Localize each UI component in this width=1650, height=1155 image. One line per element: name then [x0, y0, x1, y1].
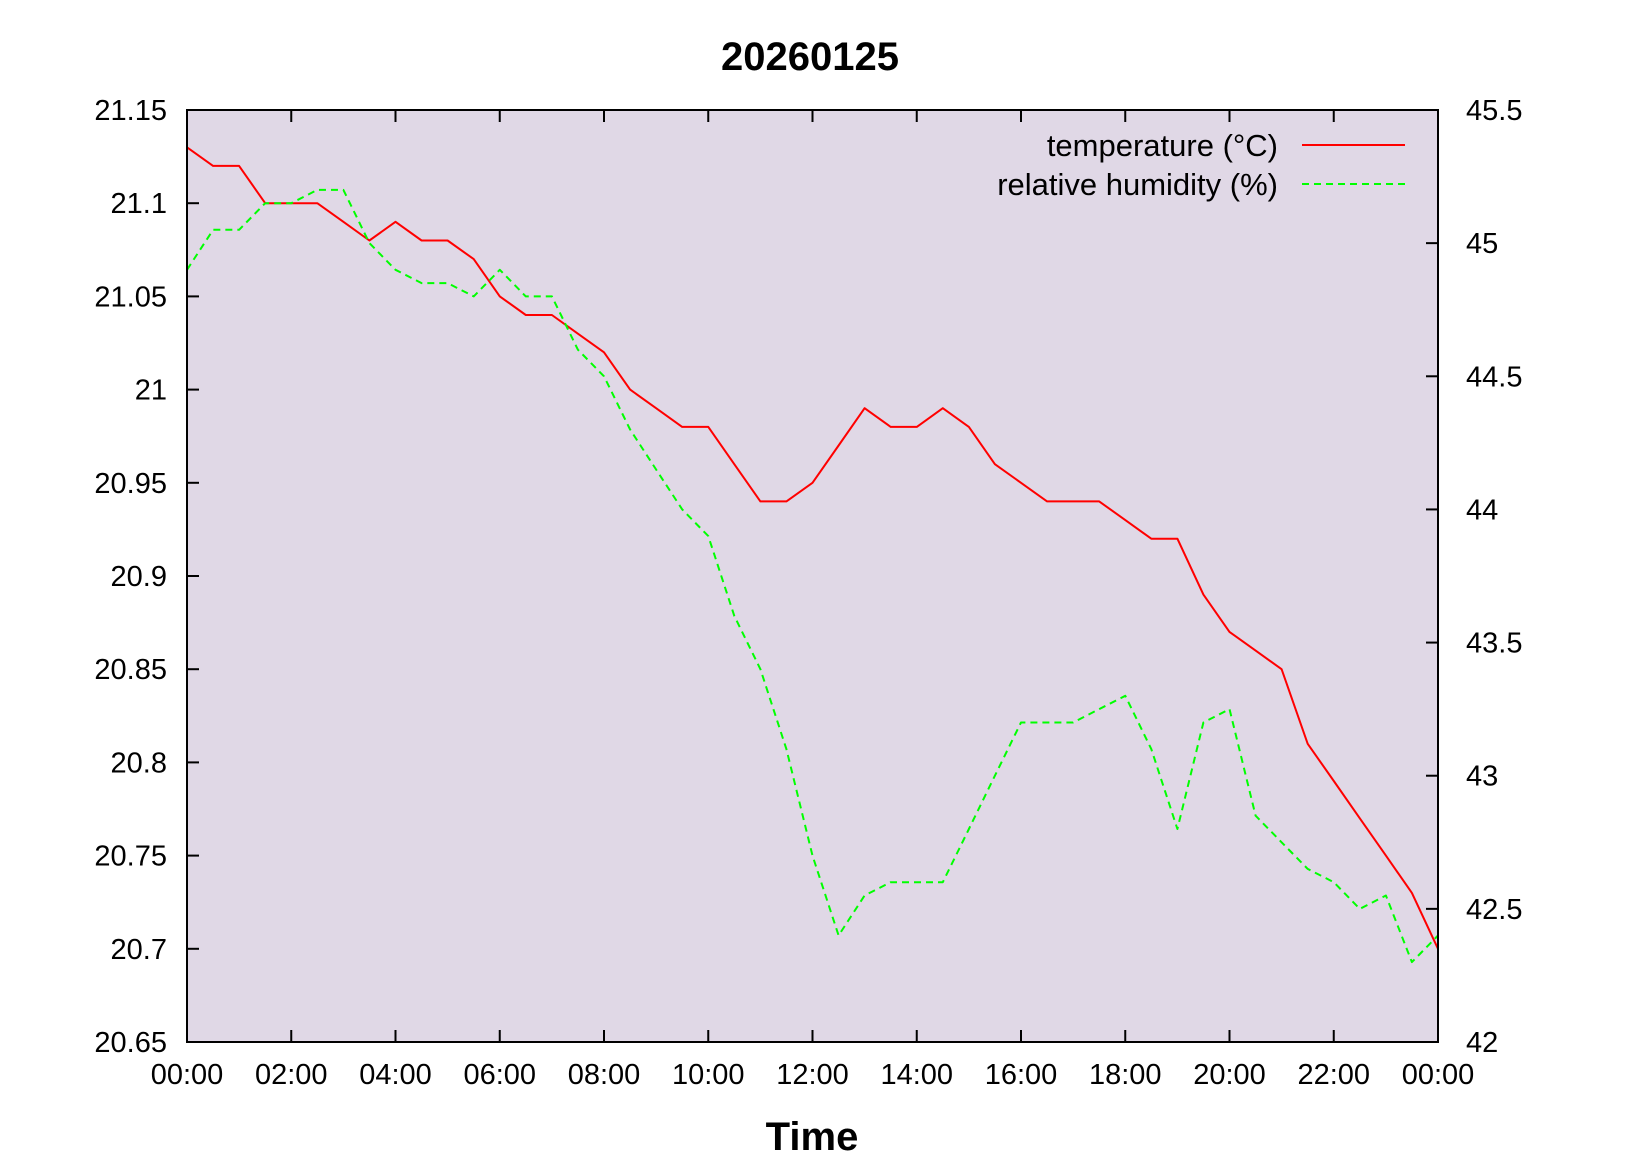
x-tick-label: 04:00: [359, 1059, 432, 1091]
y2-tick-label: 44.5: [1466, 361, 1522, 393]
x-tick-label: 00:00: [151, 1059, 224, 1091]
x-axis-label: Time: [766, 1115, 859, 1155]
y2-tick-label: 45.5: [1466, 95, 1522, 127]
plot-border: [186, 109, 1439, 1043]
y2-tick-label: 44: [1466, 494, 1498, 526]
x-tick-label: 02:00: [255, 1059, 328, 1091]
y-tick-label: 20.95: [94, 468, 167, 500]
series-line-humidity: [186, 188, 1439, 964]
y2-tick-label: 42.5: [1466, 894, 1522, 926]
y-tick-label: 21: [135, 375, 167, 407]
x-tick-label: 08:00: [568, 1059, 641, 1091]
x-tick-label: 16:00: [985, 1059, 1058, 1091]
x-tick-label: 22:00: [1297, 1059, 1370, 1091]
plot-area: [187, 110, 1438, 1042]
y-tick-label: 20.75: [94, 841, 167, 873]
series-line-temperature: [186, 146, 1439, 950]
y2-tick-label: 45: [1466, 228, 1498, 260]
x-tick-label: 18:00: [1089, 1059, 1162, 1091]
y2-tick-label: 43.5: [1466, 628, 1522, 660]
x-tick-label: 06:00: [463, 1059, 536, 1091]
chart-title: 20260125: [721, 35, 899, 79]
x-tick-label: 00:00: [1402, 1059, 1475, 1091]
y2-tick-label: 42: [1466, 1027, 1498, 1059]
x-tick-label: 12:00: [776, 1059, 849, 1091]
y-tick-label: 20.7: [111, 934, 167, 966]
legend: temperature (°C) relative humidity (%): [997, 128, 1405, 202]
y-tick-label: 20.85: [94, 654, 167, 686]
x-tick-label: 10:00: [672, 1059, 745, 1091]
y-tick-label: 20.8: [111, 747, 167, 779]
y-tick-label: 20.65: [94, 1027, 167, 1059]
y2-tick-label: 43: [1466, 761, 1498, 793]
x-tick-label: 14:00: [880, 1059, 953, 1091]
y-tick-label: 21.05: [94, 281, 167, 313]
y-tick-label: 20.9: [111, 561, 167, 593]
y-tick-label: 21.15: [94, 95, 167, 127]
y-tick-label: 21.1: [111, 188, 167, 220]
x-tick-label: 20:00: [1193, 1059, 1266, 1091]
legend-label: temperature (°C): [1047, 128, 1278, 163]
legend-label: relative humidity (%): [997, 167, 1278, 202]
